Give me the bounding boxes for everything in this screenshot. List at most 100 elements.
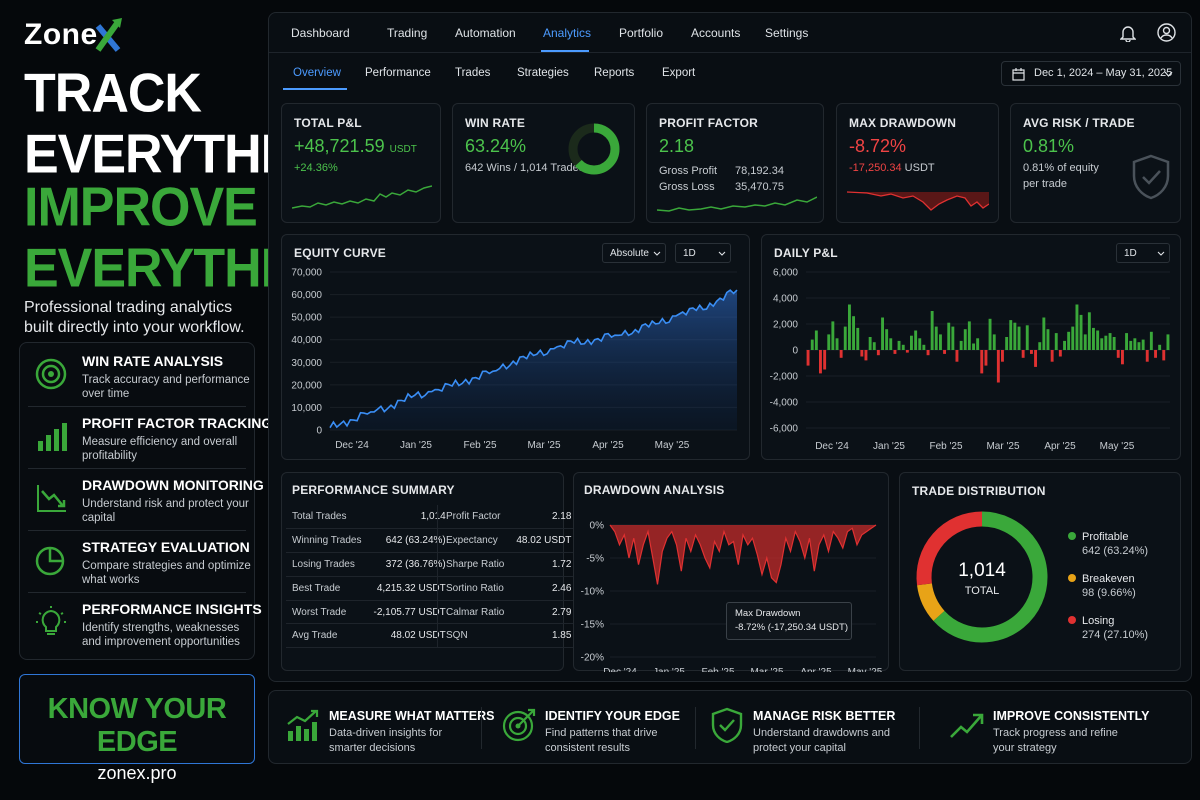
pnl-bar	[1071, 326, 1075, 350]
kpi-change: +24.36%	[294, 162, 338, 174]
pnl-bar	[1034, 350, 1037, 367]
pnl-bar	[1054, 333, 1058, 350]
cta-url[interactable]: zonex.pro	[97, 763, 177, 783]
nav-trading[interactable]: Trading	[387, 26, 428, 40]
nav-accounts[interactable]: Accounts	[691, 26, 741, 40]
pnl-bar	[889, 338, 893, 350]
metric-value: 2.18	[510, 505, 578, 530]
metric-label: Sortino Ratio	[440, 576, 511, 601]
tab-overview[interactable]: Overview	[293, 67, 341, 79]
pnl-bar	[1125, 333, 1128, 350]
feature-title: PROFIT FACTOR TRACKING	[82, 415, 273, 431]
y-tick-label: -5%	[586, 554, 604, 565]
equity-mode-select[interactable]: Absolute	[602, 243, 666, 263]
pnl-bar	[876, 350, 880, 356]
feature-desc: Measure efficiency and overall profitabi…	[82, 436, 238, 462]
feature-item: DRAWDOWN MONITORING Understand risk and …	[28, 471, 264, 531]
kpi-max-drawdown[interactable]: MAX DRAWDOWN -8.72% -17,250.34 USDT	[836, 103, 999, 223]
pnl-bar	[1075, 304, 1079, 350]
x-tick-label: Apr '25	[592, 440, 624, 451]
gross-profit-label: Gross Profit	[659, 165, 718, 177]
select-value: 1D	[1124, 248, 1137, 259]
trend-down-icon	[37, 485, 66, 512]
kpi-win-rate[interactable]: WIN RATE 63.24% 642 Wins / 1,014 Trades	[452, 103, 635, 223]
pnl-bar	[943, 350, 946, 354]
equity-line	[329, 289, 738, 429]
pnl-bar	[1017, 326, 1021, 350]
gross-profit-value: 78,192.34	[735, 165, 784, 177]
y-tick-label: 2,000	[773, 320, 798, 331]
nav-analytics[interactable]: Analytics	[543, 26, 592, 40]
y-tick-label: 50,000	[291, 313, 322, 324]
nav-settings[interactable]: Settings	[765, 26, 809, 40]
shield-check-icon	[711, 707, 743, 743]
pnl-bar	[905, 350, 909, 353]
drawdown-chart[interactable]: 0% -5% -10% -15% -20% Dec '24 Jan '25 Feb '25 Ma…	[574, 473, 890, 673]
metric-label: Total Trades	[286, 505, 368, 530]
y-tick-label: -20%	[581, 653, 604, 664]
pnl-bar	[914, 330, 918, 350]
pnl-bar	[839, 350, 843, 358]
x-tick-label: Feb '25	[929, 441, 962, 452]
pnl-bar	[967, 321, 971, 350]
daily-pnl-chart[interactable]: 6,000 4,000 2,000 0 -2,000 -4,000 -6,000 Dec '2…	[762, 235, 1182, 461]
feature-item: STRATEGY EVALUATION Compare strategies a…	[28, 533, 251, 593]
kpi-title: MAX DRAWDOWN	[849, 116, 957, 130]
nav-portfolio[interactable]: Portfolio	[619, 26, 664, 40]
feature-desc: Identify strengths, weaknesses and impro…	[82, 622, 240, 648]
legend-dot	[1068, 616, 1076, 624]
pnl-bar	[1166, 334, 1170, 350]
y-tick-label: 0%	[590, 521, 605, 532]
tab-trades[interactable]: Trades	[455, 67, 491, 79]
pnl-bar	[910, 335, 913, 350]
daily-interval-select[interactable]: 1D	[1116, 243, 1170, 263]
kpi-desc: 0.81% of equity	[1023, 162, 1099, 174]
metric-value: 2.46	[510, 576, 578, 601]
donut-total-label: TOTAL	[964, 585, 1000, 597]
know-your-edge-box[interactable]: KNOW YOUR EDGE zonex.pro	[19, 674, 255, 783]
benefit-desc: Data-driven insights for smarter decision…	[329, 727, 443, 754]
calendar-icon	[1012, 68, 1025, 81]
metric-label: Sharpe Ratio	[440, 552, 511, 577]
tab-strategies[interactable]: Strategies	[517, 67, 569, 79]
equity-chart[interactable]: 70,000 60,000 50,000 40,000 30,000 20,000 10,0…	[282, 235, 751, 461]
tab-export[interactable]: Export	[662, 67, 696, 79]
tab-performance[interactable]: Performance	[365, 67, 431, 79]
tab-reports[interactable]: Reports	[594, 67, 635, 79]
equity-interval-select[interactable]: 1D	[675, 243, 731, 263]
pnl-bar	[860, 350, 864, 357]
x-tick-label: Jan '25	[873, 441, 905, 452]
pnl-bar	[843, 326, 847, 350]
pnl-bar	[984, 350, 988, 366]
x-tick-label: Mar '25	[527, 440, 560, 451]
user-avatar-icon[interactable]	[1157, 23, 1176, 42]
pnl-bar	[1121, 350, 1124, 365]
y-tick-label: 0	[316, 426, 322, 437]
pnl-bar	[926, 350, 930, 356]
max-drawdown-tooltip: Max Drawdown -8.72% (-17,250.34 USDT)	[726, 602, 852, 640]
kpi-avg-risk[interactable]: AVG RISK / TRADE 0.81% 0.81% of equity p…	[1010, 103, 1181, 223]
kpi-total-pnl[interactable]: TOTAL P&L +48,721.59 USDT +24.36%	[281, 103, 441, 223]
pnl-bar	[868, 337, 872, 350]
tooltip-value: -8.72% (-17,250.34 USDT)	[735, 622, 848, 633]
metric-label: Calmar Ratio	[440, 600, 511, 625]
kpi-profit-factor[interactable]: PROFIT FACTOR 2.18 Gross Profit 78,192.3…	[646, 103, 824, 223]
nav-automation[interactable]: Automation	[455, 26, 516, 40]
kpi-desc-2: per trade	[1023, 178, 1068, 190]
nav-dashboard[interactable]: Dashboard	[291, 26, 350, 40]
perf-table-left: Total Trades 1,014 Winning Trades 642 (63.2…	[286, 505, 452, 649]
bell-icon[interactable]	[1120, 24, 1136, 42]
pnl-bar	[1116, 350, 1120, 358]
pnl-bar	[1162, 350, 1166, 361]
pnl-bar	[1158, 344, 1162, 350]
trade-distribution-donut[interactable]	[912, 507, 1052, 647]
pnl-bar	[827, 334, 831, 350]
pnl-bar	[972, 343, 975, 350]
pnl-bar	[823, 350, 827, 370]
pnl-bar	[955, 350, 959, 362]
y-tick-label: -15%	[581, 620, 604, 631]
metric-value: 48.02 USDT	[510, 528, 578, 554]
feature-desc: Understand risk and protect your capital	[82, 498, 249, 524]
kpi-dd-sub: -17,250.34 USDT	[849, 162, 935, 174]
date-range-picker[interactable]: Dec 1, 2024 – May 31, 2025	[1001, 61, 1181, 86]
